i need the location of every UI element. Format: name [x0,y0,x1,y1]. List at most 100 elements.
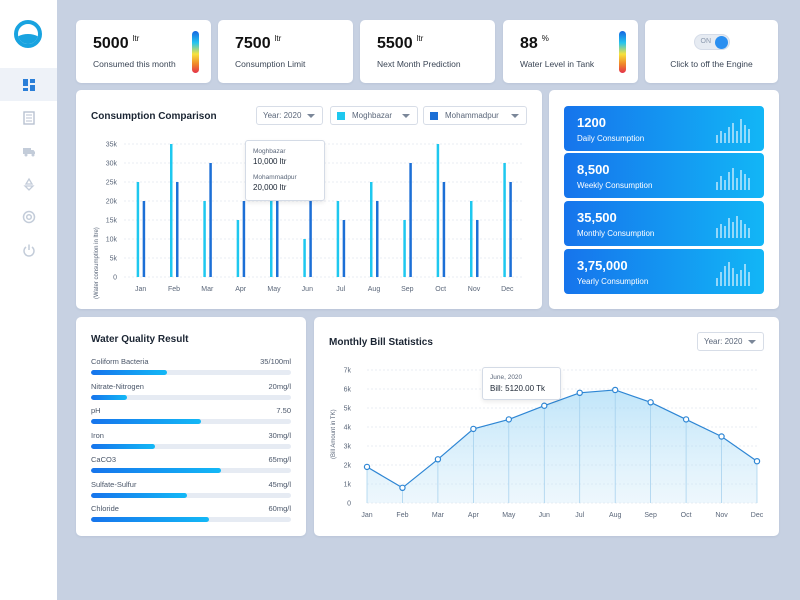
quality-bar-fill [91,517,209,522]
sidebar-item-delivery[interactable] [0,134,57,167]
chevron-down-icon [307,114,315,118]
data-point [541,402,548,409]
consumption-level-gauge [192,31,199,73]
series1-dropdown[interactable]: Moghbazar [330,106,418,125]
quality-bar-track [91,395,291,400]
mini-bar [744,264,746,286]
stat-label: Consumption Limit [235,59,306,69]
summary-value: 8,500 [577,162,610,177]
y-axis-label: (Bill Amount in TK) [331,409,337,459]
quality-row: Nitrate-Nitrogen 20mg/l [91,382,291,402]
bar-mohammadpur [409,163,412,277]
mini-bar [744,174,746,190]
mini-bar [736,216,738,238]
x-tick-label: Jul [575,512,584,519]
x-tick-label: Mar [432,512,445,519]
bill-year-dropdown[interactable]: Year: 2020 [697,332,764,351]
mini-bar [748,129,750,143]
quality-bar-fill [91,370,167,375]
quality-name: Coliform Bacteria [91,357,149,366]
recycle-icon [22,177,35,191]
summary-item-weekly: 8,500 Weekly Consumption [564,153,764,198]
stat-card-consumed: 5000 ltr Consumed this month [76,20,211,83]
sidebar-item-dashboard[interactable] [0,68,57,101]
power-icon [22,244,35,257]
bar-moghbazar [303,239,306,277]
mini-bar [728,262,730,286]
engine-toggle[interactable]: ON [693,34,730,50]
quality-row: pH 7.50 [91,406,291,426]
card-title: Monthly Bill Statistics [329,337,433,348]
stat-value: 7500 ltr [235,34,282,52]
stat-label: Consumed this month [93,59,176,69]
mini-bar [744,224,746,238]
x-tick-label: Oct [435,286,446,293]
bar-moghbazar [503,163,506,277]
mini-bar [736,274,738,286]
mini-bar [736,178,738,190]
series2-dropdown[interactable]: Mohammadpur [423,106,527,125]
dashboard-grid-icon [22,78,35,91]
bar-moghbazar [336,201,340,277]
tooltip-series2-name: Mohammadpur [253,174,297,181]
quality-value: 30mg/l [268,431,291,440]
data-point [505,416,513,423]
document-list-icon [22,110,35,125]
data-point [470,425,477,433]
dropdown-label: Moghbazar [352,111,393,120]
quality-value: 7.50 [276,406,291,415]
quality-name: pH [91,406,101,415]
summary-value: 3,75,000 [577,258,628,273]
y-tick-label: 25k [106,180,118,187]
mini-bar [716,278,718,286]
quality-row: CaCO3 65mg/l [91,455,291,475]
data-point [399,484,406,491]
sidebar-item-recycle[interactable] [0,167,57,200]
data-point [647,399,654,406]
mini-bar [728,127,730,143]
x-tick-label: Feb [168,286,180,293]
x-tick-label: Aug [368,286,381,293]
toggle-label: ON [700,38,712,45]
mini-bar-chart-icon [716,212,750,238]
bar-moghbazar [436,144,440,277]
x-tick-label: Apr [468,512,480,519]
bar-moghbazar [236,220,240,277]
mini-bar [740,270,742,286]
mini-bar [728,172,730,190]
bar-moghbazar [270,163,273,277]
quality-bar-track [91,444,291,449]
water-logo-icon [14,20,42,48]
mini-bar [748,178,750,190]
mini-bar [736,131,738,143]
quality-bar-fill [91,395,127,400]
mini-bar [716,182,718,190]
x-tick-label: Jun [302,286,313,293]
y-axis-label: (Water consumption in ltre) [94,227,100,299]
mini-bar [748,272,750,286]
stat-label: Next Month Prediction [377,59,461,69]
bill-line [366,389,758,489]
bar-moghbazar [170,144,173,277]
sidebar-item-power[interactable] [0,233,57,266]
card-title: Water Quality Result [91,334,189,345]
quality-bar-track [91,370,291,375]
chevron-down-icon [748,340,756,344]
quality-name: Nitrate-Nitrogen [91,382,144,391]
x-tick-label: Feb [396,512,408,519]
sidebar-item-reports[interactable] [0,101,57,134]
mini-bar [732,268,734,286]
x-tick-label: Sep [401,286,414,293]
sidebar-item-support[interactable] [0,200,57,233]
bar-mohammadpur [442,182,446,277]
year-dropdown[interactable]: Year: 2020 [256,106,323,125]
stat-card-engine: ON Click to off the Engine [645,20,778,83]
x-tick-label: Dec [751,512,764,519]
data-point [363,463,371,471]
data-point [611,386,619,394]
summary-item-daily: 1200 Daily Consumption [564,106,764,151]
mini-bar [716,228,718,238]
legend-swatch [337,111,345,120]
bar-mohammadpur [142,201,146,277]
quality-bar-fill [91,493,187,498]
